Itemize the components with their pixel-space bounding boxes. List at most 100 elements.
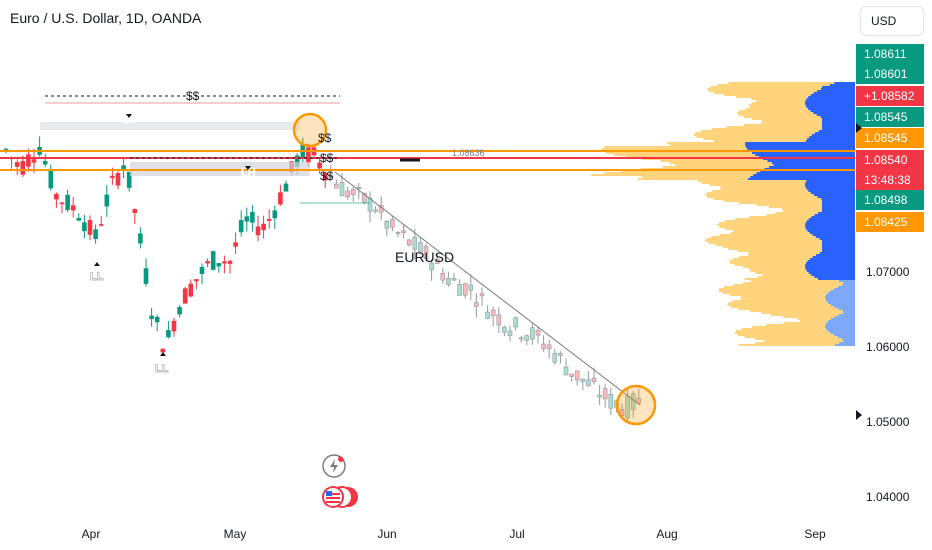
pivot-marker: [160, 352, 166, 356]
candle: [395, 231, 401, 238]
price-label: 1.08545: [856, 107, 924, 127]
price-label: 1.08545: [856, 128, 924, 148]
candle: [446, 271, 451, 287]
candle: [574, 370, 580, 386]
candle: [65, 189, 70, 213]
y-tick-label: 1.06000: [866, 340, 910, 354]
candle: [597, 385, 602, 405]
candle: [541, 335, 546, 352]
candle: [502, 325, 507, 336]
highlight-circle: [615, 384, 657, 426]
candle: [98, 216, 104, 227]
x-tick-label: Jul: [509, 527, 525, 541]
candle: [278, 185, 283, 206]
candle: [373, 206, 378, 214]
candle: [205, 258, 210, 268]
scale-arrow-icon[interactable]: [856, 410, 862, 420]
candle: [48, 164, 54, 191]
candle: [418, 237, 423, 253]
candle: [440, 267, 446, 284]
candle: [322, 172, 328, 189]
candle: [154, 314, 160, 332]
candle: [384, 219, 390, 237]
candle: [367, 191, 373, 223]
candle: [59, 201, 65, 214]
candle: [334, 179, 339, 189]
candle: [518, 336, 524, 343]
lightning-event-icon[interactable]: [322, 454, 346, 478]
candle: [524, 334, 530, 346]
scale-arrow-icon[interactable]: [856, 123, 862, 133]
x-tick-label: Jun: [377, 527, 397, 541]
x-tick-label: Aug: [656, 527, 678, 541]
candle: [602, 384, 608, 408]
candle: [429, 259, 434, 281]
candle: [115, 169, 121, 190]
pivot-marker: [94, 262, 100, 266]
lh-label: LH: [122, 114, 137, 126]
candle: [390, 215, 395, 232]
candle: [166, 320, 171, 339]
x-tick-label: May: [223, 527, 247, 541]
candle: [216, 263, 222, 273]
candle: [171, 317, 177, 337]
price-label: 13:48:38: [856, 170, 924, 190]
price-label: 1.08498: [856, 190, 924, 210]
candle: [496, 307, 502, 334]
price-label: 1.08611: [856, 44, 924, 64]
candle: [513, 316, 518, 331]
candle: [423, 243, 429, 262]
candle: [20, 155, 26, 178]
candle: [474, 293, 479, 318]
candle: [412, 228, 418, 260]
candle: [457, 279, 462, 296]
liquidity-label: $$: [320, 169, 334, 183]
candle: [70, 197, 76, 218]
ll-label: LL: [90, 271, 104, 283]
candle: [462, 282, 468, 299]
candle: [177, 304, 182, 318]
pivot-marker: [126, 114, 132, 118]
currency-selector[interactable]: USD: [860, 6, 924, 36]
chart-overlays: $$ LH LH LL LL $$ $$ $$ 1.08636 EURUSD: [0, 89, 855, 426]
zone: [40, 122, 300, 130]
chart-title: Euro / U.S. Dollar, 1D, OANDA: [10, 10, 202, 26]
lh-label: LH: [241, 167, 256, 179]
candle: [149, 307, 154, 327]
candle: [182, 286, 188, 304]
candle: [490, 306, 496, 327]
candle: [222, 255, 227, 274]
candle: [87, 215, 93, 241]
price-label: 1.08601: [856, 64, 924, 84]
candle: [76, 213, 82, 222]
candle: [339, 172, 345, 197]
candle: [317, 158, 322, 174]
candle: [350, 186, 356, 202]
candle: [451, 272, 457, 282]
x-tick-label: Sep: [804, 527, 826, 541]
candle: [636, 388, 642, 405]
candle: [345, 187, 350, 200]
candle: [356, 183, 362, 200]
candle: [586, 371, 591, 387]
highlight-circle: [292, 112, 328, 148]
ll-label: LL: [155, 363, 169, 375]
candle: [93, 224, 98, 244]
candle: [143, 258, 149, 287]
liquidity-label: $$: [318, 131, 332, 145]
volume-profile: [591, 82, 855, 346]
candle: [233, 232, 238, 255]
candle: [121, 157, 126, 179]
candle: [42, 153, 48, 168]
candle: [255, 215, 261, 242]
candle: [530, 322, 535, 345]
candle: [132, 208, 138, 224]
candle: [328, 164, 334, 179]
us-flag-events-icon[interactable]: [320, 485, 360, 509]
candle: [535, 326, 541, 344]
candle: [238, 210, 244, 237]
candle: [266, 209, 272, 229]
symbol-watermark: EURUSD: [395, 249, 454, 265]
candle: [227, 259, 233, 274]
